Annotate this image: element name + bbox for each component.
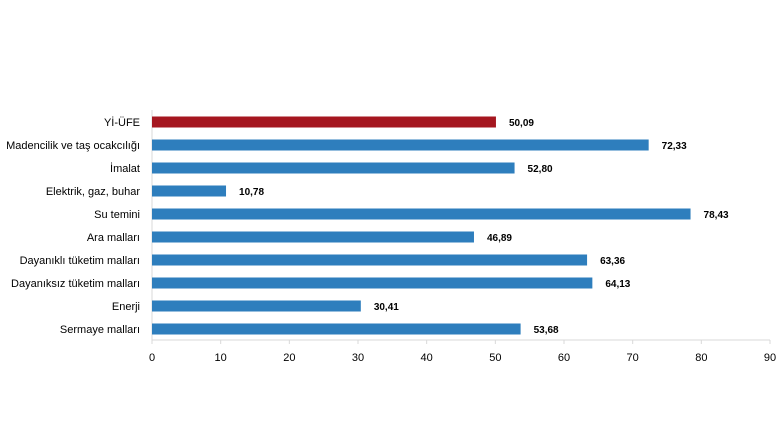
x-tick-label: 30 <box>352 352 364 364</box>
category-label: Enerji <box>112 301 140 313</box>
category-label: Elektrik, gaz, buhar <box>46 186 140 198</box>
bar <box>152 162 515 174</box>
data-label: 30,41 <box>374 302 399 313</box>
bar <box>152 231 474 243</box>
data-label: 78,43 <box>704 210 729 221</box>
data-label: 46,89 <box>487 233 512 244</box>
data-label: 52,80 <box>528 164 553 175</box>
category-label: Yİ-ÜFE <box>104 116 140 129</box>
bar <box>152 116 496 128</box>
category-label: Sermaye malları <box>60 324 140 336</box>
x-tick-label: 0 <box>149 352 155 364</box>
data-label: 10,78 <box>239 187 264 198</box>
bar <box>152 277 593 289</box>
bar <box>152 208 691 220</box>
bar <box>152 139 649 151</box>
bar <box>152 254 588 266</box>
x-tick-label: 70 <box>627 352 639 364</box>
category-label: Ara malları <box>87 232 140 244</box>
x-tick-label: 60 <box>558 352 570 364</box>
x-tick-label: 90 <box>764 352 776 364</box>
bar <box>152 323 521 335</box>
bar <box>152 300 361 312</box>
data-label: 53,68 <box>534 325 559 336</box>
x-tick-label: 20 <box>283 352 295 364</box>
bar <box>152 185 227 197</box>
plot-area: 0 10 20 30 40 50 60 70 80 90 Yİ-ÜFE 50,09 Madencilik… <box>6 110 776 364</box>
x-tick-label: 80 <box>695 352 707 364</box>
category-label: Dayanıklı tüketim malları <box>20 255 140 267</box>
data-label: 50,09 <box>509 118 534 129</box>
x-tick-label: 40 <box>421 352 433 364</box>
category-label: Madencilik ve taş ocakcılığı <box>6 140 140 152</box>
x-tick-label: 10 <box>215 352 227 364</box>
category-label: Su temini <box>94 209 140 221</box>
category-label: İmalat <box>110 162 140 175</box>
data-label: 64,13 <box>605 279 630 290</box>
data-label: 72,33 <box>662 141 687 152</box>
x-tick-label: 50 <box>489 352 501 364</box>
category-label: Dayanıksız tüketim malları <box>11 278 140 290</box>
data-label: 63,36 <box>600 256 625 267</box>
